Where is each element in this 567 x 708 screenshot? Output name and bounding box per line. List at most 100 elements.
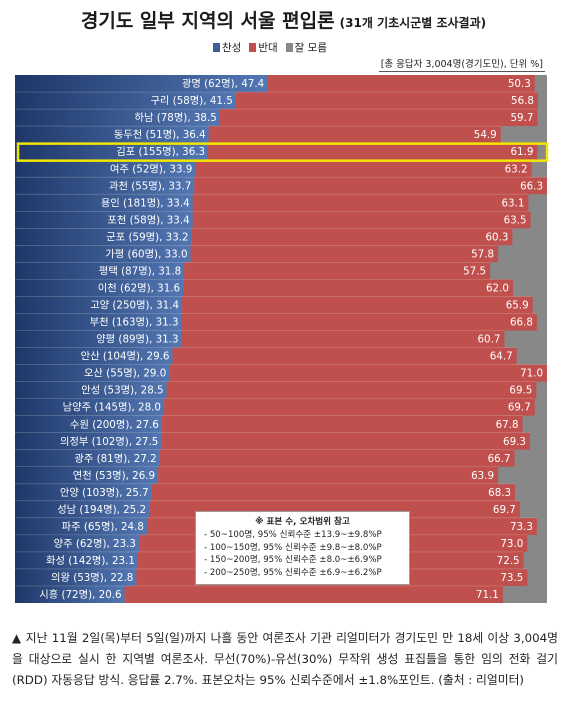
bar-approve: [15, 466, 159, 484]
oppose-label: 64.7: [490, 351, 513, 363]
oppose-label: 65.9: [506, 300, 529, 312]
bar-oppose: [182, 296, 533, 314]
bar-oppose: [181, 313, 537, 331]
oppose-label: 69.7: [493, 504, 516, 516]
bar-approve: [15, 500, 150, 518]
approve-label: 의정부 (102명), 27.5: [60, 436, 158, 448]
bar-approve: [15, 279, 184, 297]
oppose-label: 71.0: [520, 368, 543, 380]
bar-oppose: [195, 160, 532, 178]
bar-oppose: [219, 109, 538, 127]
bar-oppose: [267, 75, 535, 93]
oppose-label: 59.7: [510, 112, 533, 124]
approve-label: 가평 (60명), 33.0: [105, 248, 187, 260]
bar-oppose: [190, 245, 499, 263]
legend-item-unknown: 잘 모름: [285, 40, 327, 55]
approve-label: 고양 (250명), 31.4: [90, 300, 179, 312]
approve-label: 안성 (53명), 28.5: [81, 385, 163, 397]
oppose-label: 63.1: [501, 197, 524, 209]
error-margin-row: - 150~200명, 95% 신뢰수준 ±8.0~±6.9%P: [204, 555, 382, 565]
oppose-label: 60.7: [478, 334, 501, 346]
legend-label-approve: 찬성: [222, 42, 242, 54]
bar-oppose: [158, 466, 499, 484]
approve-label: 여주 (52명), 33.9: [110, 163, 192, 175]
approve-label: 포천 (58명), 33.4: [107, 214, 189, 226]
legend-swatch-oppose: [249, 43, 257, 52]
bar-oppose: [159, 449, 515, 467]
approve-label: 구리 (58명), 41.5: [150, 95, 232, 107]
bar-approve: [15, 568, 137, 586]
bar-approve: [15, 143, 209, 161]
approve-label: 과천 (55명), 33.7: [109, 180, 191, 192]
bar-approve: [15, 449, 160, 467]
approve-label: 부천 (163명), 31.3: [90, 317, 179, 329]
error-margin-row: - 200~250명, 95% 신뢰수준 ±6.9~±6.2%P: [204, 567, 382, 578]
approve-label: 이천 (62명), 31.6: [98, 283, 180, 295]
approve-label: 남양주 (145명), 28.0: [63, 402, 161, 414]
approve-label: 수원 (200명), 27.6: [70, 419, 159, 431]
bar-oppose: [124, 585, 503, 603]
oppose-label: 60.3: [485, 231, 508, 243]
approve-label: 김포 (155명), 36.3: [116, 146, 205, 158]
highlight-box: [16, 142, 549, 162]
oppose-label: 73.0: [500, 538, 523, 550]
error-margin-row: - 50~100명, 95% 신뢰수준 ±13.9~±9.8%P: [204, 530, 382, 540]
approve-label: 연천 (53명), 26.9: [73, 470, 155, 482]
approve-label: 군포 (59명), 33.2: [106, 231, 188, 243]
bar-oppose: [192, 194, 529, 212]
oppose-label: 69.7: [508, 402, 531, 414]
oppose-label: 57.5: [463, 265, 486, 277]
approve-label: 성남 (194명), 25.2: [57, 504, 146, 516]
bar-approve: [15, 211, 193, 229]
unit-note: [총 응답자 3,004명(경기도민), 단위 %]: [378, 56, 545, 72]
chart-subtitle: (31개 기초시군별 조사결과): [339, 16, 487, 30]
legend-label-oppose: 반대: [258, 42, 278, 54]
bar-oppose: [194, 177, 547, 195]
oppose-label: 69.5: [509, 385, 532, 397]
error-margin-heading: ※ 표본 수, 오차범위 참고: [255, 517, 350, 527]
approve-label: 하남 (78명), 38.5: [135, 111, 217, 124]
bar-approve: [15, 177, 195, 195]
approve-label: 양평 (89명), 31.3: [96, 334, 178, 346]
title-block: 경기도 일부 지역의 서울 편입론 (31개 기초시군별 조사결과): [0, 6, 567, 33]
legend-swatch-unknown: [285, 43, 293, 52]
bar-approve: [15, 517, 147, 535]
approve-label: 오산 (55명), 29.0: [84, 368, 166, 380]
legend-item-approve: 찬성: [213, 40, 241, 55]
oppose-label: 66.7: [488, 453, 511, 465]
bar-approve: [15, 381, 167, 399]
approve-label: 시흥 (72명), 20.6: [39, 588, 121, 601]
bar-oppose: [181, 330, 505, 348]
bar-approve: [15, 228, 192, 246]
oppose-label: 66.3: [520, 180, 543, 192]
bar-approve: [15, 534, 139, 552]
error-margin-box: ※ 표본 수, 오차범위 참고 - 50~100명, 95% 신뢰수준 ±13.…: [195, 511, 410, 585]
bar-approve: [15, 262, 185, 280]
approve-label: 평택 (87명), 31.8: [99, 265, 181, 277]
approve-label: 안양 (103명), 25.7: [60, 487, 149, 499]
approve-label: 광명 (62명), 47.4: [182, 78, 264, 90]
legend-item-oppose: 반대: [249, 40, 278, 55]
chart-title: 경기도 일부 지역의 서울 편입론: [80, 10, 335, 32]
bar-approve: [15, 313, 182, 331]
bar-oppose: [161, 415, 523, 433]
bar-approve: [15, 483, 152, 501]
oppose-label: 67.8: [496, 419, 519, 431]
oppose-label: 63.5: [504, 214, 527, 226]
bar-approve: [15, 432, 162, 450]
oppose-label: 62.0: [486, 283, 509, 295]
bar-oppose: [208, 126, 501, 144]
legend: 찬성 반대 잘 모름: [213, 40, 327, 55]
oppose-label: 69.3: [503, 436, 526, 448]
oppose-label: 57.8: [471, 248, 494, 260]
bar-oppose: [184, 262, 491, 280]
oppose-label: 73.5: [500, 572, 523, 584]
error-margin-row: - 100~150명, 95% 신뢰수준 ±9.8~±8.0%P: [204, 542, 382, 553]
oppose-label: 71.1: [476, 589, 499, 601]
bar-approve: [15, 364, 170, 382]
bar-oppose: [235, 92, 538, 110]
bar-approve: [15, 109, 220, 127]
oppose-label: 68.3: [488, 487, 511, 499]
